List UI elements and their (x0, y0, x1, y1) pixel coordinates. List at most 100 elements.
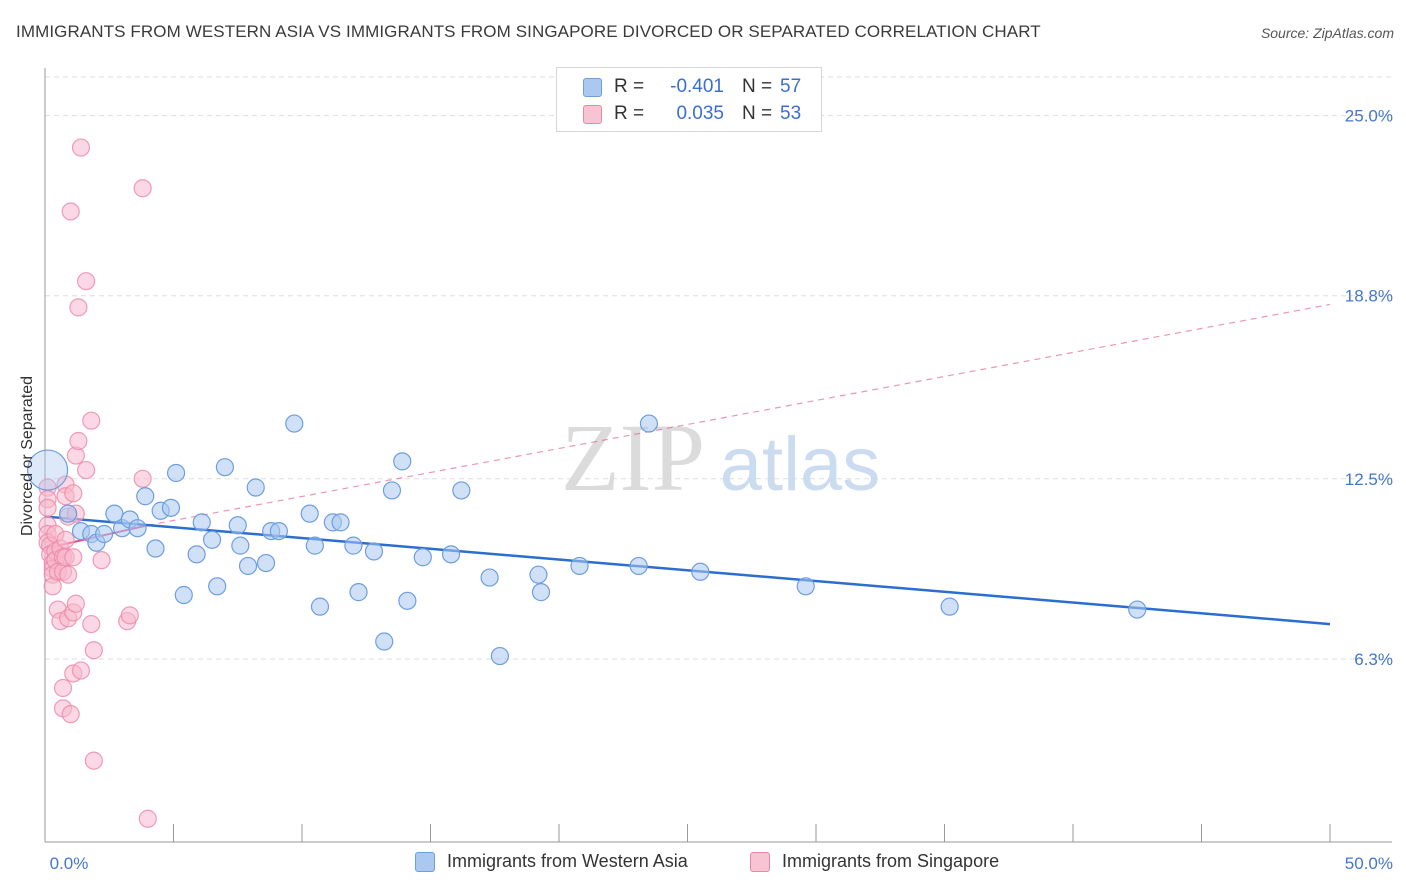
data-point-western-asia (59, 504, 78, 523)
x-tick-label: 0.0% (50, 854, 89, 873)
y-tick-label: 18.8% (1345, 287, 1393, 306)
trend-line-western-asia (44, 515, 1331, 626)
data-point-western-asia (310, 597, 330, 616)
data-point-western-asia (331, 513, 350, 532)
legend-n-value: 57 (780, 76, 802, 97)
legend-row-western-asia: R = -0.401 N = 57 (583, 75, 801, 99)
data-point-western-asia (375, 632, 394, 651)
legend-r-label: R = (614, 76, 645, 97)
legend-n-value: 53 (780, 103, 802, 124)
legend-n-label: N = (742, 76, 773, 97)
data-point-western-asia (691, 562, 710, 581)
data-point-singapore (77, 272, 96, 291)
data-point-western-asia (305, 536, 324, 555)
data-point-western-asia (441, 545, 461, 564)
data-point-singapore (59, 565, 78, 584)
data-point-singapore (66, 594, 85, 613)
series-swatch-pink (750, 851, 770, 872)
data-point-western-asia (629, 556, 648, 576)
legend-swatch-blue (583, 77, 602, 97)
data-point-singapore (138, 809, 157, 828)
data-point-western-asia (570, 556, 589, 576)
series-singapore-points (38, 138, 157, 828)
series-legend-western-asia[interactable]: Immigrants from Western Asia (415, 851, 688, 872)
chart-title: IMMIGRANTS FROM WESTERN ASIA VS IMMIGRAN… (16, 22, 1041, 41)
data-point-western-asia (398, 591, 417, 610)
data-point-western-asia (364, 542, 384, 561)
data-point-western-asia (228, 516, 247, 535)
data-point-singapore (82, 614, 101, 634)
data-point-western-asia (452, 481, 471, 500)
data-point-western-asia (940, 597, 959, 616)
data-point-western-asia (269, 521, 288, 541)
y-tick-label: 25.0% (1345, 107, 1393, 126)
data-point-western-asia (95, 524, 114, 544)
data-point-western-asia (26, 449, 69, 491)
data-point-western-asia (413, 548, 432, 567)
data-point-singapore (71, 661, 91, 680)
watermark: ZIP atlas (561, 404, 880, 511)
data-point-singapore (69, 298, 88, 317)
data-point-western-asia (187, 545, 206, 564)
data-point-western-asia (480, 568, 499, 587)
data-point-western-asia (285, 414, 304, 433)
legend-n-label: N = (742, 103, 773, 124)
source-credit: Source: ZipAtlas.com (1260, 25, 1394, 41)
data-point-singapore (84, 751, 103, 770)
x-tick-label: 50.0% (1345, 854, 1393, 873)
data-point-western-asia (238, 556, 258, 576)
data-point-western-asia (300, 504, 319, 523)
correlation-legend: R = -0.401 N = 57 R = 0.035 N = 53 (556, 67, 822, 132)
data-point-singapore (71, 138, 91, 157)
data-point-singapore (61, 202, 80, 221)
series-western-asia-points (26, 414, 1147, 666)
data-point-singapore (120, 606, 139, 625)
data-point-western-asia (231, 536, 250, 555)
data-point-western-asia (128, 519, 147, 538)
legend-r-label: R = (614, 103, 645, 124)
data-point-western-asia (202, 530, 222, 549)
axes (44, 68, 1392, 843)
series-legend-singapore[interactable]: Immigrants from Singapore (750, 851, 999, 872)
data-point-western-asia (529, 565, 548, 584)
data-point-singapore (64, 484, 83, 503)
data-point-western-asia (166, 463, 186, 483)
data-point-western-asia (192, 513, 211, 532)
data-point-singapore (84, 641, 103, 660)
data-point-western-asia (208, 577, 227, 596)
data-point-western-asia (393, 452, 412, 471)
data-point-singapore (133, 179, 152, 198)
data-point-western-asia (639, 414, 659, 433)
data-point-singapore (61, 705, 80, 724)
data-point-western-asia (161, 498, 181, 517)
y-axis-title: Divorced or Separated (19, 376, 36, 536)
data-point-singapore (69, 431, 88, 451)
watermark-atlas: atlas (720, 422, 881, 507)
data-point-western-asia (136, 487, 155, 506)
legend-r-value: 0.035 (676, 103, 724, 124)
data-point-singapore (92, 551, 111, 570)
series-legend-label: Immigrants from Western Asia (447, 851, 688, 871)
data-point-western-asia (796, 577, 815, 596)
data-point-western-asia (1128, 600, 1147, 619)
data-point-western-asia (382, 481, 402, 500)
data-point-singapore (56, 530, 75, 549)
tick-labels: 6.3% 12.5% 18.8% 25.0% 0.0% 50.0% (50, 107, 1393, 873)
legend-row-singapore: R = 0.035 N = 53 (583, 102, 801, 126)
data-point-western-asia (146, 539, 165, 558)
data-point-singapore (53, 678, 73, 698)
data-point-western-asia (531, 583, 551, 602)
y-tick-label: 6.3% (1354, 650, 1393, 669)
legend-r-value: -0.401 (670, 76, 724, 97)
legend-swatch-pink (583, 104, 602, 124)
data-point-singapore (82, 411, 101, 430)
series-legend-label: Immigrants from Singapore (782, 851, 1000, 871)
series-swatch-blue (415, 851, 435, 872)
data-point-western-asia (344, 536, 363, 555)
trend-line-singapore-extended (147, 303, 1331, 526)
data-point-western-asia (246, 478, 265, 497)
data-point-singapore (38, 498, 57, 517)
data-point-western-asia (256, 553, 276, 573)
data-point-western-asia (174, 585, 193, 605)
